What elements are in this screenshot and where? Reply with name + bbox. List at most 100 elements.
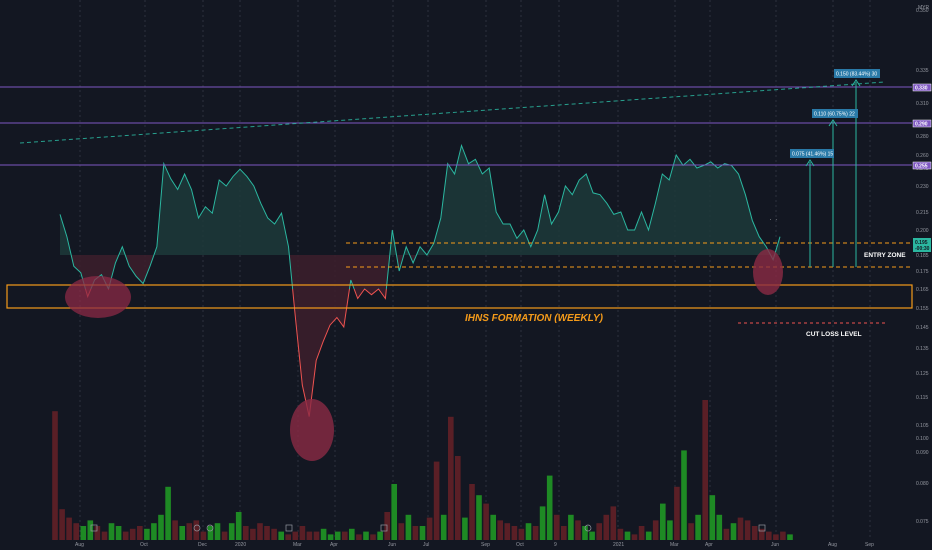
volume-bar [758,528,765,540]
volume-bar [695,514,701,540]
volume-bar [264,526,270,540]
volume-bar [179,526,185,540]
x-tick-label: Jun [388,542,396,548]
volume-bar [115,526,122,540]
x-tick-label: Apr [330,542,338,548]
volume-bar [744,520,751,540]
x-tick-label: Dec [198,542,207,548]
svg-text:0.330: 0.330 [915,86,928,92]
y-tick-label: 0.165 [916,287,929,293]
svg-text:0.195: 0.195 [915,240,928,246]
volume-bar [737,517,744,540]
volume-bar [709,495,716,540]
volume-bar [172,520,178,540]
volume-bar [610,506,617,540]
volume-bar [377,531,383,540]
ihns-neckline-zone[interactable] [6,284,913,309]
volume-bar [59,509,65,540]
volume-bar [73,523,79,540]
volume-bar [568,514,574,540]
volume-bar [723,528,730,540]
event-icons [90,524,766,532]
volume-bar [221,531,228,540]
target-3-tag[interactable]: 0.150 (83.44%) 30 [834,69,880,78]
volume-bar [108,523,115,540]
volume-bar [285,534,291,540]
y-tick-label: 0.105 [916,423,929,429]
left-shoulder-highlight [65,276,131,318]
y-tick-label: 0.080 [916,481,929,487]
volume-bar [405,514,412,540]
volume-bar [787,534,793,540]
volume-bar [582,526,588,540]
head-highlight [290,399,334,461]
volume-bar [433,461,440,540]
volume-bar [490,514,496,540]
volume-bar [271,528,277,540]
volume-bar [327,534,334,540]
y-tick-label: 0.260 [916,153,929,159]
small-dot-marker: . . [770,216,777,222]
x-tick-label: Jul [423,542,429,548]
volume-bar [596,523,602,540]
volume-bar [342,531,348,540]
volume-bar [137,526,143,540]
volume-bar [165,486,171,540]
dashed-trendline[interactable] [19,81,886,144]
volume-bar [52,411,58,540]
volume-bar [652,520,659,540]
level-tag-290: 0.290 [912,119,932,128]
volume-bar [766,531,772,540]
target-2-tag[interactable]: 0.110 (60.75%) 22 [812,109,858,118]
x-tick-label: 9 [554,542,557,548]
volume-bar [391,484,397,540]
volume-bar [561,526,567,540]
x-tick-label: Apr [705,542,713,548]
volume-bar [412,526,419,540]
y-tick-label: 0.185 [916,253,929,259]
volume-bar [631,534,638,540]
y-tick-label: 0.230 [916,184,929,190]
x-tick-label: Sep [481,542,490,548]
x-tick-label: Oct [516,542,524,548]
volume-bar [250,528,256,540]
volume-bar [200,531,207,540]
y-tick-label: 0.280 [916,134,929,140]
level-tag-255: 0.255 [912,161,932,170]
current-price-tag: 0.195 -00:30 [913,238,931,252]
volume-bar [462,517,468,540]
volume-bar [617,528,624,540]
price-line-up [59,143,781,289]
x-tick-label: Aug [75,542,84,548]
target-1-tag[interactable]: 0.075 (41.46%) 15 [790,149,834,158]
volume-bar [419,526,426,540]
right-shoulder-highlight [753,249,783,295]
volume-bar [334,531,341,540]
y-tick-label: 0.145 [916,325,929,331]
level-tag-330: 0.330 [912,83,932,92]
y-tick-label: 0.335 [916,68,929,74]
y-tick-label: 0.125 [916,371,929,377]
volume-bar [101,531,108,540]
volume-bar [483,503,489,540]
volume-bar [193,520,200,540]
volume-bar [370,534,376,540]
y-tick-label: 0.215 [916,210,929,216]
x-tick-label: 2020 [235,542,246,548]
svg-text:-00:30: -00:30 [915,246,930,252]
volume-bar [144,528,150,540]
volume-bar [624,531,631,540]
volume-bar [730,523,737,540]
volume-bar [554,514,560,540]
target-3-label: 0.150 (83.44%) 30 [836,72,877,78]
x-tick-label: Mar [670,542,679,548]
volume-bar [356,534,362,540]
volume-bar [603,514,610,540]
volume-bar [645,531,652,540]
x-axis[interactable]: Aug Oct Dec 2020 Mar Apr Jun Jul Sep Oct 9 2021 Mar A… [75,542,874,548]
volume-bar [751,526,758,540]
volume-bar [688,523,694,540]
volume-bar [455,456,461,540]
x-tick-label: Jun [771,542,779,548]
